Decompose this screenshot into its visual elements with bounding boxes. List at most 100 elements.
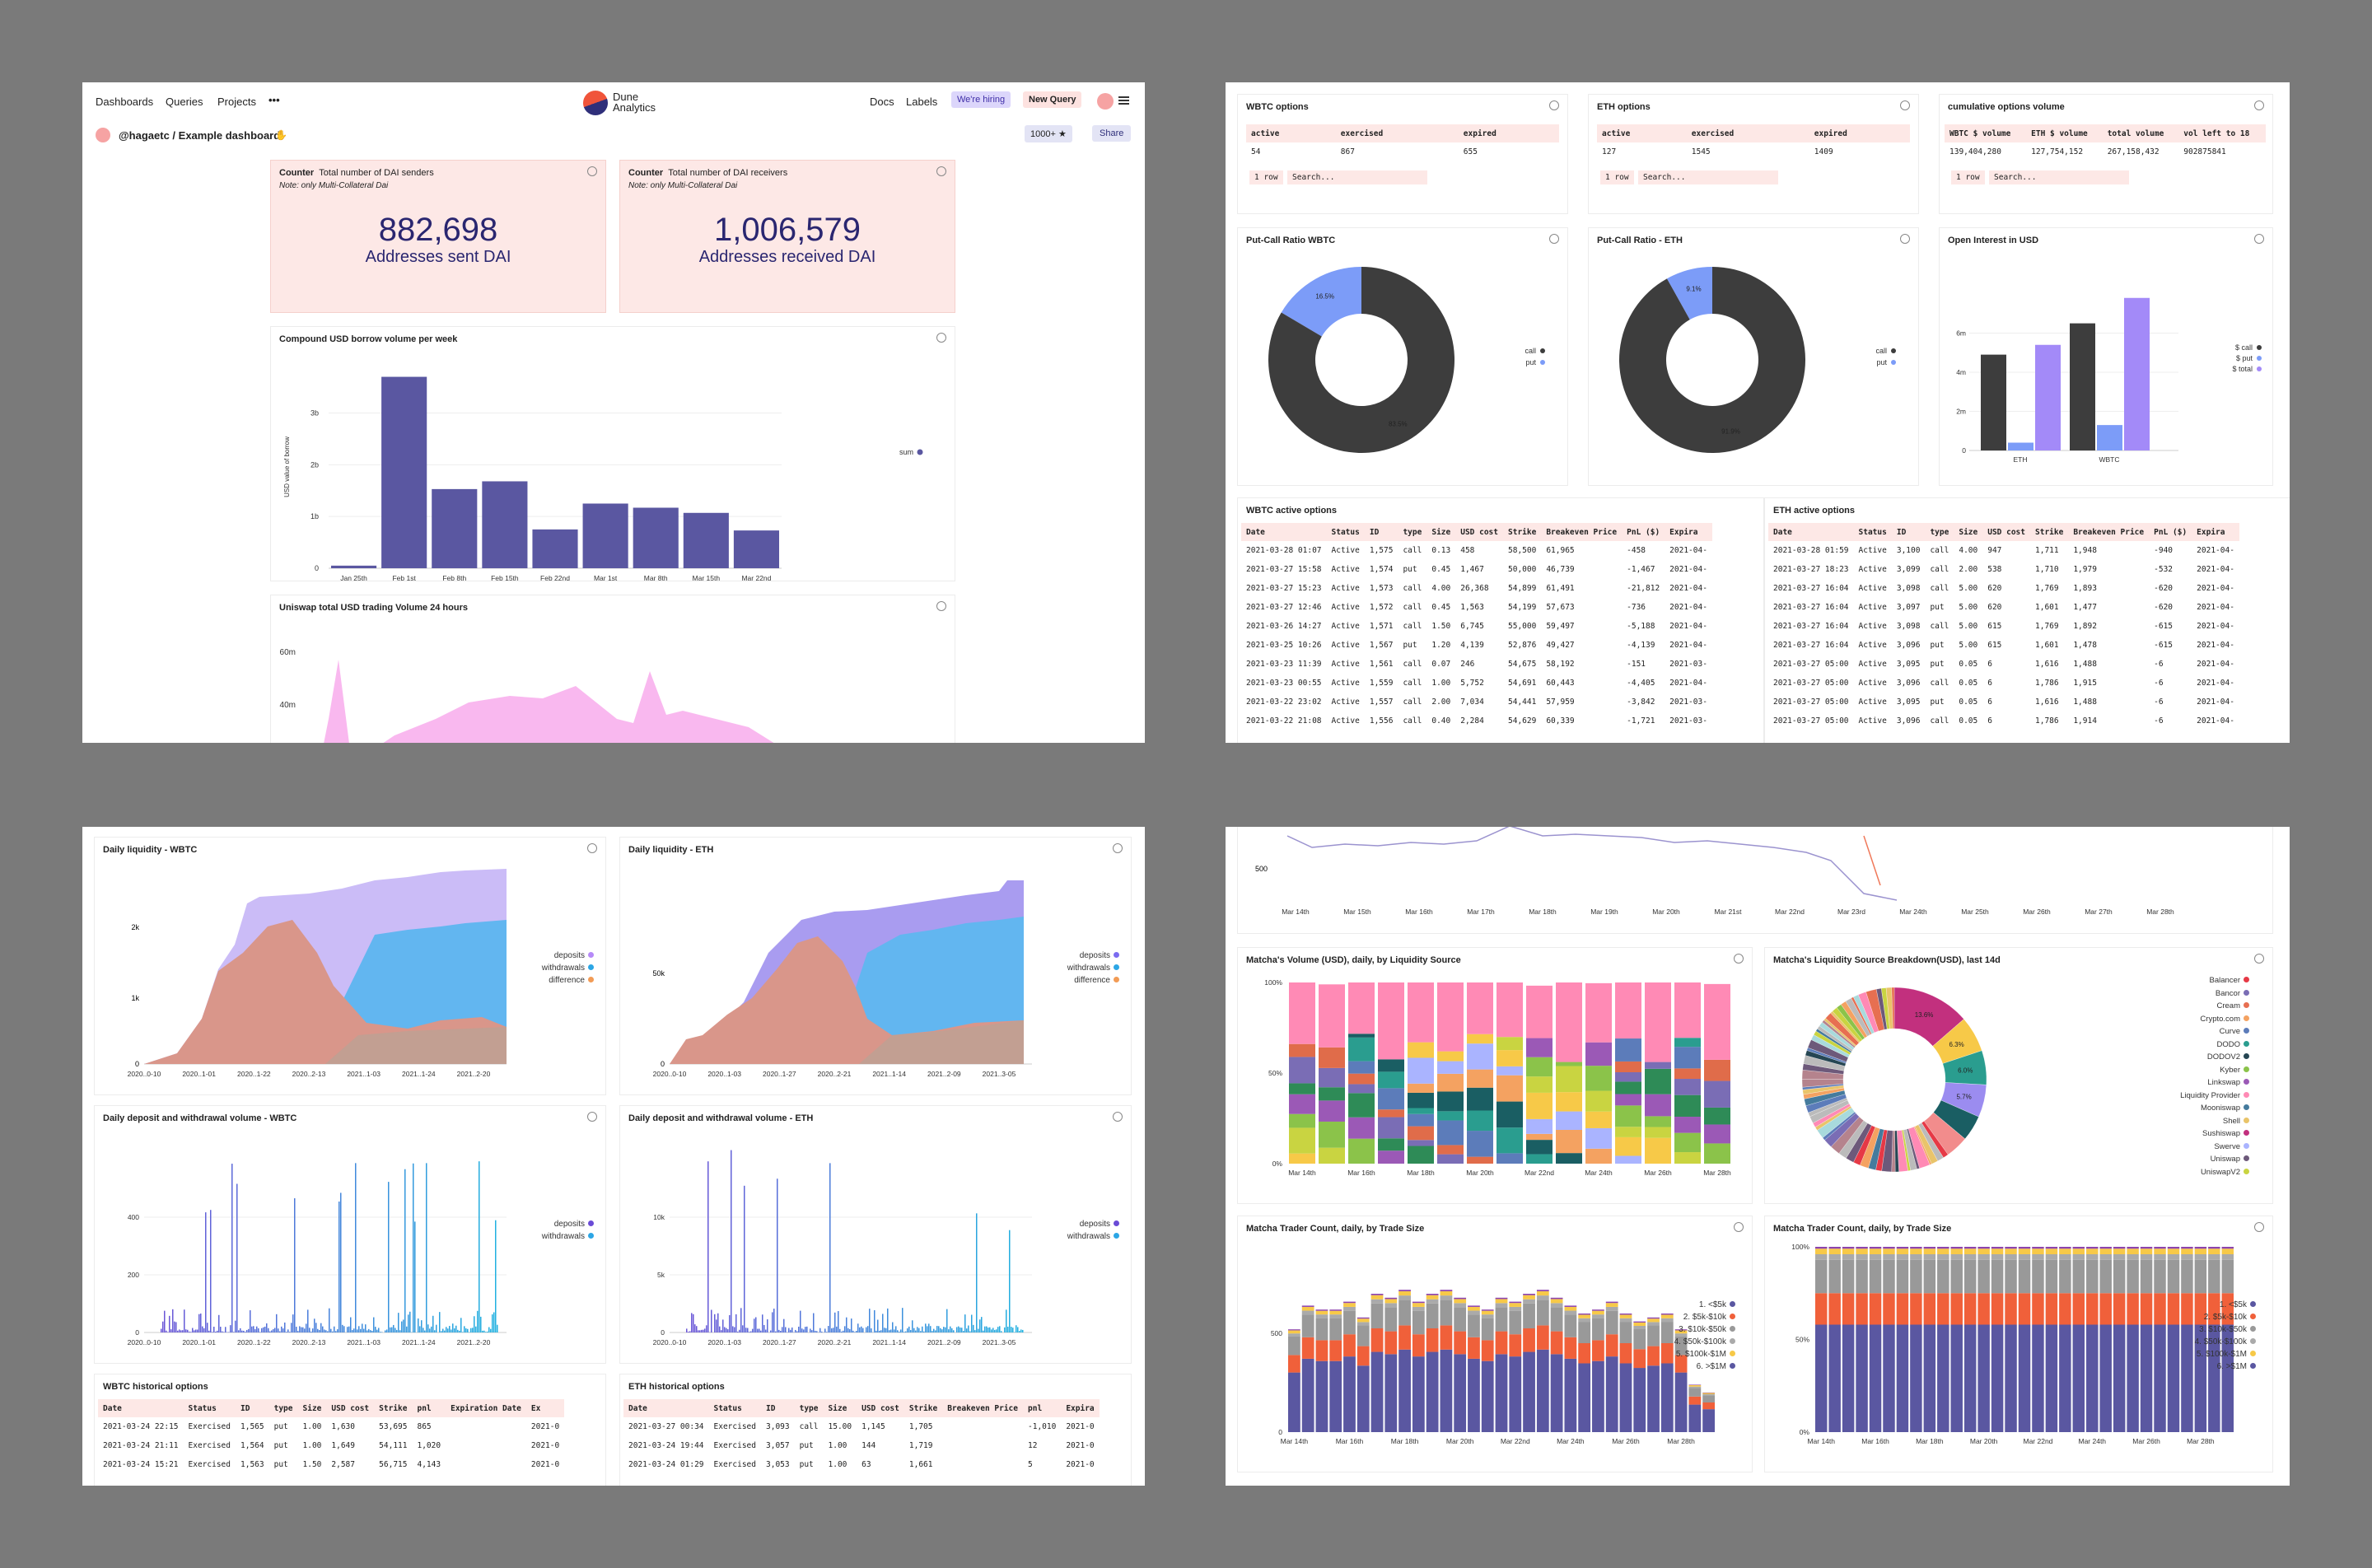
- legend-item[interactable]: Linkswap: [2180, 1076, 2249, 1090]
- column-header[interactable]: type: [1398, 523, 1427, 541]
- checkmark-icon[interactable]: [1900, 234, 1910, 244]
- column-header[interactable]: PnL ($): [2149, 523, 2192, 541]
- column-header[interactable]: Date: [98, 1399, 184, 1417]
- checkmark-icon[interactable]: [936, 601, 946, 611]
- column-header[interactable]: USD cost: [857, 1399, 904, 1417]
- nav-docs[interactable]: Docs: [870, 96, 894, 108]
- column-header[interactable]: type: [268, 1399, 298, 1417]
- legend-item[interactable]: Cream: [2180, 1000, 2249, 1013]
- legend-item[interactable]: Mooniswap: [2180, 1102, 2249, 1115]
- column-header[interactable]: pnl: [412, 1399, 446, 1417]
- column-header[interactable]: Date: [1241, 523, 1327, 541]
- column-header[interactable]: Status: [708, 1399, 761, 1417]
- column-header[interactable]: USD cost: [326, 1399, 375, 1417]
- search-input[interactable]: Search...: [1287, 170, 1427, 184]
- legend-item[interactable]: Swerve: [2180, 1141, 2249, 1154]
- legend-item[interactable]: 4. $50k-$100k: [2195, 1336, 2256, 1348]
- column-header[interactable]: Strike: [374, 1399, 413, 1417]
- legend-item[interactable]: 1. <$5k: [1674, 1299, 1735, 1311]
- checkmark-icon[interactable]: [1900, 100, 1910, 110]
- column-header[interactable]: PnL ($): [1622, 523, 1665, 541]
- column-header[interactable]: Size: [1426, 523, 1456, 541]
- checkmark-icon[interactable]: [587, 1112, 597, 1122]
- column-header[interactable]: Breakeven Price: [1541, 523, 1623, 541]
- share-button[interactable]: Share: [1092, 125, 1132, 142]
- column-header[interactable]: Ex: [525, 1399, 565, 1417]
- legend-item[interactable]: Kyber: [2180, 1064, 2249, 1077]
- checkmark-icon[interactable]: [1549, 100, 1559, 110]
- column-header[interactable]: ID: [761, 1399, 795, 1417]
- checkmark-icon[interactable]: [2254, 1222, 2264, 1232]
- column-header[interactable]: pnl: [1023, 1399, 1062, 1417]
- column-header[interactable]: type: [794, 1399, 824, 1417]
- column-header[interactable]: Strike: [1503, 523, 1542, 541]
- checkmark-icon[interactable]: [587, 166, 597, 176]
- column-header[interactable]: Status: [183, 1399, 236, 1417]
- legend-item[interactable]: 5. $100k-$1M: [2195, 1348, 2256, 1360]
- legend-item[interactable]: Balancer: [2180, 974, 2249, 987]
- checkmark-icon[interactable]: [1113, 1112, 1123, 1122]
- legend-item[interactable]: 1. <$5k: [2195, 1299, 2256, 1311]
- legend-item[interactable]: 3. $10k-$50k: [2195, 1323, 2256, 1336]
- column-header[interactable]: Breakeven Price: [2068, 523, 2150, 541]
- column-header[interactable]: Status: [1853, 523, 1892, 541]
- column-header[interactable]: Size: [823, 1399, 857, 1417]
- checkmark-icon[interactable]: [2254, 234, 2264, 244]
- nav-labels[interactable]: Labels: [906, 96, 938, 108]
- column-header[interactable]: Date: [1768, 523, 1854, 541]
- column-header[interactable]: Strike: [2030, 523, 2069, 541]
- hiring-button[interactable]: We're hiring: [951, 91, 1011, 108]
- column-header[interactable]: Size: [297, 1399, 327, 1417]
- checkmark-icon[interactable]: [936, 333, 946, 343]
- nav-projects[interactable]: Projects: [217, 96, 256, 108]
- legend-item[interactable]: Sushiswap: [2180, 1127, 2249, 1141]
- checkmark-icon[interactable]: [936, 166, 946, 176]
- legend-item[interactable]: Shell: [2180, 1115, 2249, 1128]
- column-header[interactable]: ID: [1364, 523, 1398, 541]
- legend-item[interactable]: Crypto.com: [2180, 1013, 2249, 1026]
- column-header[interactable]: Expira: [1061, 1399, 1100, 1417]
- legend-item[interactable]: Curve: [2180, 1025, 2249, 1038]
- legend-item[interactable]: 2. $5k-$10k: [2195, 1311, 2256, 1323]
- column-header[interactable]: Strike: [904, 1399, 943, 1417]
- user-avatar[interactable]: [1097, 93, 1114, 110]
- new-query-button[interactable]: New Query: [1023, 91, 1082, 108]
- column-header[interactable]: USD cost: [1455, 523, 1503, 541]
- nav-queries[interactable]: Queries: [166, 96, 203, 108]
- legend-item[interactable]: 3. $10k-$50k: [1674, 1323, 1735, 1336]
- search-input[interactable]: Search...: [1989, 170, 2129, 184]
- owner-avatar[interactable]: [96, 128, 110, 142]
- checkmark-icon[interactable]: [2254, 100, 2264, 110]
- legend-item[interactable]: 6. >$1M: [1674, 1360, 1735, 1373]
- checkmark-icon[interactable]: [1549, 234, 1559, 244]
- search-input[interactable]: Search...: [1638, 170, 1778, 184]
- checkmark-icon[interactable]: [2254, 954, 2264, 964]
- legend-item[interactable]: DODO: [2180, 1038, 2249, 1052]
- legend-item[interactable]: 6. >$1M: [2195, 1360, 2256, 1373]
- column-header[interactable]: USD cost: [1982, 523, 2030, 541]
- column-header[interactable]: Size: [1954, 523, 1983, 541]
- checkmark-icon[interactable]: [587, 843, 597, 853]
- legend-item[interactable]: Bancor: [2180, 987, 2249, 1001]
- column-header[interactable]: Expira: [1665, 523, 1712, 541]
- legend-item[interactable]: 5. $100k-$1M: [1674, 1348, 1735, 1360]
- column-header[interactable]: Breakeven Price: [942, 1399, 1023, 1417]
- menu-icon[interactable]: [1118, 96, 1129, 105]
- legend-item[interactable]: 4. $50k-$100k: [1674, 1336, 1735, 1348]
- nav-more-icon[interactable]: •••: [268, 94, 280, 106]
- nav-dashboards[interactable]: Dashboards: [96, 96, 154, 108]
- legend-item[interactable]: DODOV2: [2180, 1051, 2249, 1064]
- star-button[interactable]: 1000+ ★: [1025, 125, 1072, 142]
- column-header[interactable]: Status: [1326, 523, 1365, 541]
- legend-item[interactable]: 2. $5k-$10k: [1674, 1311, 1735, 1323]
- column-header[interactable]: Date: [623, 1399, 709, 1417]
- legend-item[interactable]: Uniswap: [2180, 1153, 2249, 1166]
- column-header[interactable]: ID: [1891, 523, 1926, 541]
- column-header[interactable]: Expira: [2192, 523, 2239, 541]
- checkmark-icon[interactable]: [1734, 1222, 1744, 1232]
- column-header[interactable]: ID: [236, 1399, 269, 1417]
- column-header[interactable]: Expiration Date: [446, 1399, 526, 1417]
- legend-item[interactable]: Liquidity Provider: [2180, 1090, 2249, 1103]
- checkmark-icon[interactable]: [1113, 843, 1123, 853]
- legend-item[interactable]: UniswapV2: [2180, 1166, 2249, 1179]
